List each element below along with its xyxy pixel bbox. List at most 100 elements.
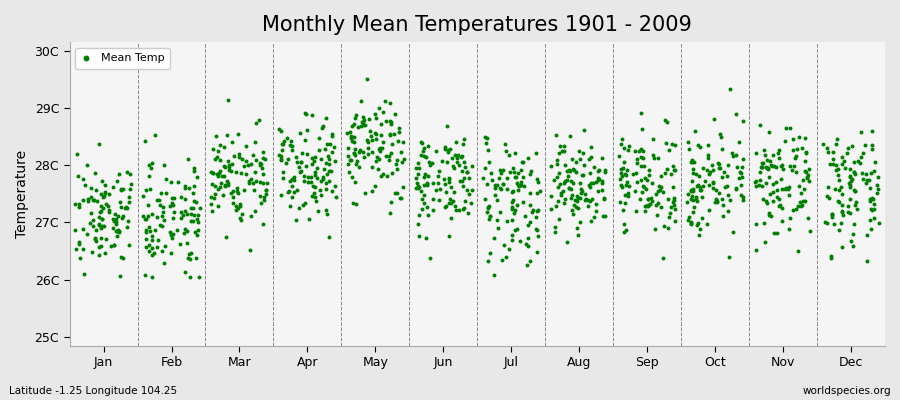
Mean Temp [662, 225, 676, 231]
Mean Temp [164, 250, 178, 257]
Mean Temp [592, 176, 607, 182]
Mean Temp [574, 186, 589, 193]
Mean Temp [121, 218, 135, 224]
Mean Temp [571, 232, 585, 238]
Mean Temp [772, 155, 787, 162]
Mean Temp [141, 213, 156, 219]
Mean Temp [230, 184, 244, 191]
Mean Temp [616, 229, 631, 235]
Mean Temp [181, 254, 195, 261]
Mean Temp [798, 158, 813, 164]
Mean Temp [499, 148, 513, 154]
Mean Temp [487, 272, 501, 278]
Mean Temp [521, 222, 535, 228]
Mean Temp [217, 173, 231, 179]
Mean Temp [712, 164, 726, 171]
Mean Temp [682, 214, 697, 220]
Mean Temp [166, 194, 181, 201]
Mean Temp [763, 190, 778, 197]
Mean Temp [116, 213, 130, 220]
Mean Temp [684, 219, 698, 226]
Mean Temp [230, 188, 244, 194]
Mean Temp [116, 186, 130, 193]
Mean Temp [456, 183, 471, 190]
Mean Temp [459, 168, 473, 175]
Mean Temp [112, 228, 127, 235]
Mean Temp [342, 169, 356, 175]
Mean Temp [870, 182, 885, 188]
Mean Temp [289, 154, 303, 160]
Mean Temp [544, 163, 559, 170]
Mean Temp [389, 161, 403, 168]
Mean Temp [577, 127, 591, 133]
Mean Temp [641, 195, 655, 202]
Mean Temp [565, 192, 580, 198]
Mean Temp [92, 222, 106, 228]
Mean Temp [491, 224, 505, 231]
Mean Temp [419, 154, 434, 160]
Mean Temp [550, 174, 564, 181]
Mean Temp [461, 210, 475, 216]
Mean Temp [344, 132, 358, 139]
Mean Temp [348, 160, 363, 167]
Mean Temp [578, 191, 592, 198]
Mean Temp [594, 177, 608, 184]
Mean Temp [840, 150, 854, 156]
Mean Temp [490, 217, 504, 223]
Mean Temp [218, 183, 232, 189]
Mean Temp [349, 112, 364, 119]
Mean Temp [106, 225, 121, 232]
Mean Temp [568, 168, 582, 175]
Mean Temp [281, 188, 295, 195]
Mean Temp [550, 157, 564, 164]
Mean Temp [454, 178, 469, 184]
Mean Temp [635, 154, 650, 161]
Mean Temp [112, 272, 127, 279]
Mean Temp [410, 180, 425, 186]
Mean Temp [792, 133, 806, 140]
Mean Temp [864, 170, 878, 176]
Mean Temp [547, 224, 562, 230]
Mean Temp [79, 162, 94, 168]
Mean Temp [866, 196, 880, 202]
Mean Temp [442, 178, 456, 185]
Mean Temp [792, 183, 806, 190]
Mean Temp [684, 159, 698, 165]
Mean Temp [354, 98, 368, 104]
Mean Temp [571, 195, 585, 202]
Mean Temp [364, 133, 378, 139]
Mean Temp [295, 149, 310, 156]
Mean Temp [683, 218, 698, 225]
Mean Temp [94, 208, 109, 214]
Mean Temp [357, 116, 372, 123]
Mean Temp [665, 163, 680, 170]
Mean Temp [862, 198, 877, 204]
Mean Temp [456, 175, 471, 181]
Mean Temp [220, 182, 235, 188]
Mean Temp [321, 156, 336, 162]
Mean Temp [320, 141, 334, 148]
Mean Temp [863, 217, 878, 224]
Mean Temp [498, 141, 512, 148]
Mean Temp [845, 176, 859, 182]
Mean Temp [226, 193, 240, 200]
Mean Temp [798, 148, 813, 155]
Mean Temp [796, 186, 811, 192]
Mean Temp [514, 179, 528, 186]
Mean Temp [571, 205, 585, 212]
Mean Temp [311, 147, 326, 153]
Mean Temp [620, 190, 634, 196]
Mean Temp [464, 187, 479, 193]
Mean Temp [356, 149, 370, 155]
Mean Temp [274, 128, 289, 135]
Mean Temp [771, 196, 786, 202]
Mean Temp [84, 193, 98, 200]
Mean Temp [187, 182, 202, 189]
Mean Temp [760, 166, 775, 172]
Mean Temp [409, 184, 423, 191]
Mean Temp [529, 226, 544, 232]
Mean Temp [256, 220, 270, 227]
Mean Temp [833, 184, 848, 191]
Mean Temp [233, 201, 248, 208]
Mean Temp [256, 149, 270, 155]
